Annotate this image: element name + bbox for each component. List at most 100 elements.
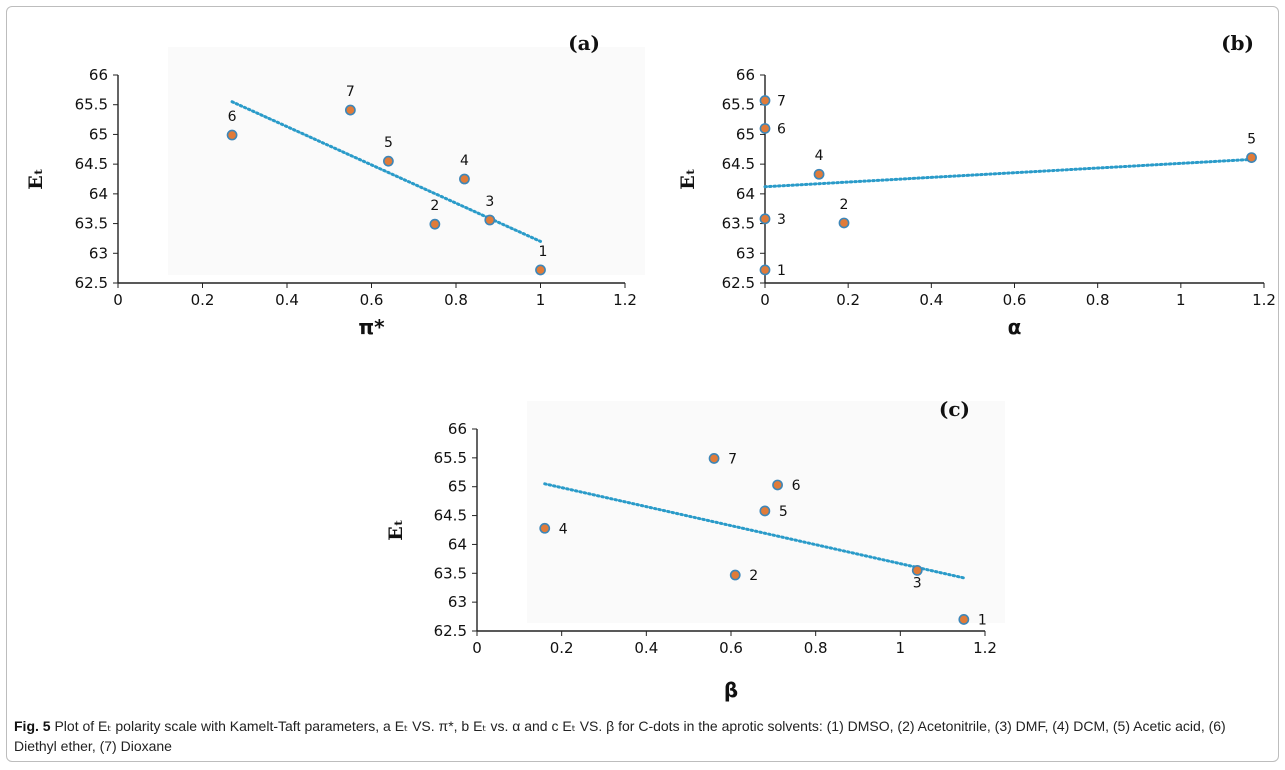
data-point-7 xyxy=(708,453,720,464)
x-axis-title: β xyxy=(724,678,738,702)
point-label-4: 4 xyxy=(460,153,469,169)
point-label-2: 2 xyxy=(430,198,439,214)
x-tick-label: 0 xyxy=(113,291,123,309)
x-tick-label: 0.4 xyxy=(634,639,658,657)
y-tick-label: 63.5 xyxy=(434,564,467,582)
point-label-6: 6 xyxy=(792,478,801,494)
point-label-4: 4 xyxy=(815,148,824,164)
y-tick-label: 64.5 xyxy=(434,507,467,525)
panel-label: (b) xyxy=(1221,31,1254,55)
point-label-2: 2 xyxy=(749,568,758,584)
point-label-2: 2 xyxy=(840,197,849,213)
y-tick-label: 66 xyxy=(89,66,108,84)
point-label-6: 6 xyxy=(228,109,237,125)
point-label-1: 1 xyxy=(978,612,987,628)
y-tick-label: 63 xyxy=(448,593,467,611)
x-tick-label: 0.4 xyxy=(919,291,943,309)
point-label-1: 1 xyxy=(539,244,548,260)
x-tick-label: 0.6 xyxy=(1003,291,1027,309)
y-axis-title: Eₜ xyxy=(25,168,47,190)
y-tick-label: 64.5 xyxy=(722,155,755,173)
x-axis-title: π* xyxy=(358,315,385,339)
y-tick-label: 65 xyxy=(736,125,755,143)
point-label-4: 4 xyxy=(559,521,568,537)
point-label-5: 5 xyxy=(779,504,788,520)
y-tick-label: 64 xyxy=(448,535,467,553)
x-tick-label: 0.8 xyxy=(804,639,828,657)
x-tick-label: 0.8 xyxy=(444,291,468,309)
x-tick-label: 1.2 xyxy=(1252,291,1276,309)
data-point-7 xyxy=(344,104,356,116)
y-tick-label: 63.5 xyxy=(722,215,755,233)
data-point-2 xyxy=(838,217,850,229)
point-label-6: 6 xyxy=(777,121,786,137)
x-tick-label: 0.2 xyxy=(550,639,574,657)
data-point-6 xyxy=(226,129,238,141)
data-point-4 xyxy=(539,522,551,534)
x-tick-label: 0.8 xyxy=(1086,291,1110,309)
data-point-5 xyxy=(382,155,394,167)
data-point-3 xyxy=(484,214,496,226)
trendline xyxy=(763,157,1254,189)
data-point-4 xyxy=(813,168,825,180)
y-tick-label: 65.5 xyxy=(722,96,755,114)
y-tick-label: 62.5 xyxy=(434,622,467,640)
y-tick-label: 64 xyxy=(89,185,108,203)
point-label-3: 3 xyxy=(485,194,494,210)
x-tick-label: 0.6 xyxy=(719,639,743,657)
data-point-1 xyxy=(759,264,771,276)
y-tick-label: 63 xyxy=(89,244,108,262)
point-label-3: 3 xyxy=(777,212,786,228)
data-point-7 xyxy=(759,95,771,106)
x-tick-label: 0.2 xyxy=(836,291,860,309)
data-point-6 xyxy=(759,123,771,134)
y-axis-title: Eₜ xyxy=(385,519,407,541)
y-tick-label: 65.5 xyxy=(75,96,108,114)
x-tick-label: 1.2 xyxy=(973,639,997,657)
x-tick-label: 0 xyxy=(760,291,770,309)
x-tick-label: 0.4 xyxy=(275,291,299,309)
data-point-3 xyxy=(759,213,771,225)
x-axis-title: α xyxy=(1008,315,1022,339)
point-label-5: 5 xyxy=(384,135,393,151)
x-tick-label: 1 xyxy=(536,291,546,309)
data-point-5 xyxy=(759,505,771,517)
caption-text: Plot of Eₜ polarity scale with Kamelt-Ta… xyxy=(14,718,1226,754)
y-tick-label: 62.5 xyxy=(75,274,108,292)
point-label-5: 5 xyxy=(1247,132,1256,148)
data-point-2 xyxy=(429,218,441,230)
caption-label: Fig. 5 xyxy=(14,718,51,734)
y-tick-label: 64.5 xyxy=(75,155,108,173)
point-label-7: 7 xyxy=(777,94,786,110)
y-axis-title: Eₜ xyxy=(677,168,699,190)
data-point-5 xyxy=(1246,152,1257,164)
data-point-6 xyxy=(772,479,783,491)
data-point-4 xyxy=(459,173,470,185)
y-tick-label: 65 xyxy=(448,478,467,496)
y-tick-label: 63 xyxy=(736,244,755,262)
panel-label: (c) xyxy=(939,397,970,421)
x-tick-label: 1 xyxy=(1176,291,1186,309)
y-tick-label: 64 xyxy=(736,185,755,203)
y-tick-label: 65.5 xyxy=(434,449,467,467)
y-tick-label: 66 xyxy=(736,66,755,84)
data-point-3 xyxy=(911,565,923,576)
point-label-3: 3 xyxy=(913,575,922,591)
data-point-2 xyxy=(729,569,741,581)
y-tick-label: 65 xyxy=(89,125,108,143)
x-tick-label: 0.6 xyxy=(360,291,384,309)
y-tick-label: 63.5 xyxy=(75,215,108,233)
y-tick-label: 66 xyxy=(448,420,467,438)
x-tick-label: 1 xyxy=(896,639,906,657)
figure-caption: Fig. 5 Plot of Eₜ polarity scale with Ka… xyxy=(14,716,1269,756)
point-label-7: 7 xyxy=(728,451,737,467)
trendline xyxy=(543,482,966,580)
point-label-7: 7 xyxy=(346,84,355,100)
x-tick-label: 1.2 xyxy=(613,291,637,309)
panel-label: (a) xyxy=(568,31,600,55)
point-label-1: 1 xyxy=(777,263,786,279)
